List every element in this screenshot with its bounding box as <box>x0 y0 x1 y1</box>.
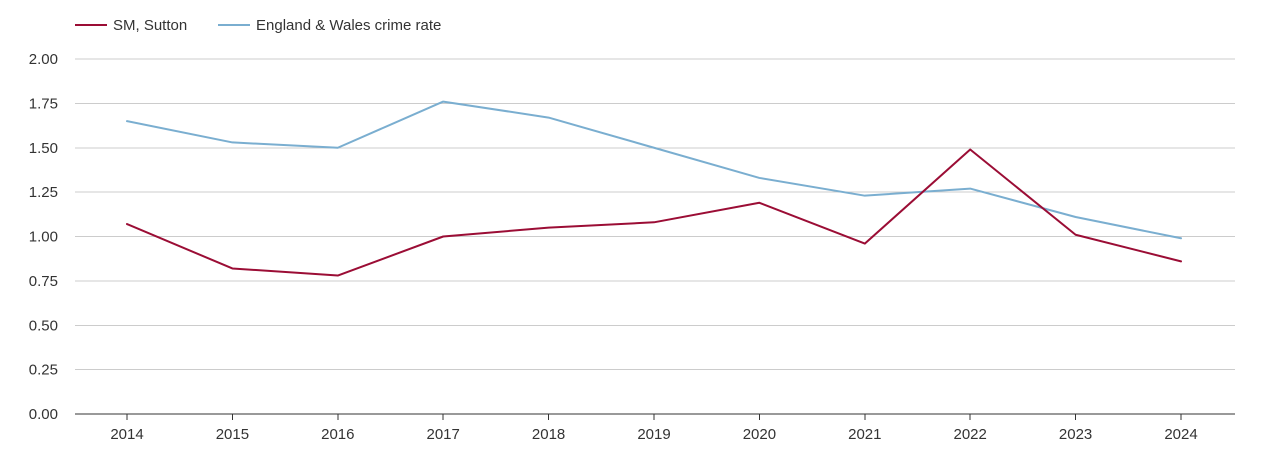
legend-label-1: England & Wales crime rate <box>256 17 441 34</box>
x-tick-label: 2016 <box>321 426 354 443</box>
x-tick-label: 2015 <box>216 426 249 443</box>
series-line-1 <box>126 100 1182 240</box>
y-tick-label: 0.00 <box>29 406 58 423</box>
series-lines <box>126 100 1182 277</box>
x-tick-label: 2020 <box>743 426 776 443</box>
x-tick-label: 2018 <box>532 426 565 443</box>
series-line-0 <box>126 148 1182 277</box>
y-tick-label: 1.75 <box>29 95 58 112</box>
legend: SM, Sutton England & Wales crime rate <box>75 17 441 34</box>
x-axis: 2014 2015 2016 2017 2018 2019 2020 2021 2022 2023… <box>110 414 1198 443</box>
y-tick-label: 1.50 <box>29 140 58 157</box>
x-tick-label: 2014 <box>110 426 143 443</box>
x-tick-label: 2017 <box>427 426 460 443</box>
y-tick-label: 1.25 <box>29 184 58 201</box>
x-tick-label: 2023 <box>1059 426 1092 443</box>
x-tick-label: 2019 <box>637 426 670 443</box>
y-axis: 0.00 0.25 0.50 0.75 1.00 1.25 1.50 1.75 2.00 <box>29 51 58 423</box>
y-tick-label: 0.50 <box>29 317 58 334</box>
legend-label-0: SM, Sutton <box>113 17 187 34</box>
y-tick-label: 0.75 <box>29 273 58 290</box>
x-tick-label: 2022 <box>954 426 987 443</box>
gridlines <box>75 58 1235 415</box>
y-tick-label: 2.00 <box>29 51 58 68</box>
x-tick-label: 2024 <box>1164 426 1197 443</box>
y-tick-label: 0.25 <box>29 362 58 379</box>
y-tick-label: 1.00 <box>29 229 58 246</box>
x-tick-label: 2021 <box>848 426 881 443</box>
